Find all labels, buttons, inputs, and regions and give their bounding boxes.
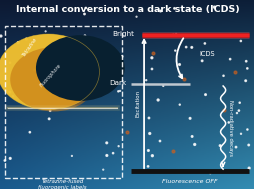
Point (199, 59, 203, 62)
Point (226, 121, 230, 124)
Text: Dark: Dark (108, 80, 126, 86)
Text: Excitation: Excitation (135, 89, 140, 117)
Point (82, 12, 86, 15)
Point (227, 58, 231, 61)
Point (49, 92, 53, 95)
Point (91, 86, 95, 89)
Point (48, 109, 52, 112)
Point (147, 132, 151, 135)
Point (146, 149, 150, 152)
Point (208, 172, 212, 175)
Text: Fluorophore: Fluorophore (39, 63, 63, 88)
Point (16, 41, 20, 44)
Text: Tetrazine-fused
fluorogenic labels: Tetrazine-fused fluorogenic labels (38, 179, 86, 189)
Point (116, 90, 120, 93)
Point (233, 146, 237, 149)
Point (243, 60, 247, 63)
Circle shape (36, 35, 124, 101)
Text: Tetrazine: Tetrazine (22, 37, 38, 58)
Point (146, 116, 150, 119)
Circle shape (10, 47, 97, 112)
Point (110, 82, 115, 85)
Point (91, 52, 95, 55)
Point (161, 84, 165, 88)
Point (101, 168, 105, 171)
Point (244, 67, 248, 70)
Point (8, 91, 12, 94)
Point (150, 154, 154, 157)
Point (50, 89, 54, 92)
Text: Non-radiative decays: Non-radiative decays (227, 100, 232, 156)
Point (24, 38, 28, 41)
Point (238, 132, 242, 135)
Point (177, 103, 181, 106)
Point (102, 50, 106, 53)
Point (244, 128, 248, 131)
Point (172, 49, 177, 52)
Point (118, 89, 122, 92)
Point (237, 101, 241, 104)
Bar (5, 26, 122, 178)
Point (192, 143, 196, 146)
Point (47, 117, 51, 120)
Point (238, 40, 242, 43)
Point (104, 154, 108, 157)
Point (203, 93, 207, 96)
Text: Fluorescence OFF: Fluorescence OFF (162, 179, 217, 184)
Point (146, 165, 150, 168)
Point (246, 143, 250, 146)
Point (155, 98, 160, 101)
Point (83, 34, 87, 37)
Point (8, 61, 12, 64)
Point (177, 63, 181, 66)
Point (134, 15, 138, 18)
Point (243, 79, 247, 82)
Point (211, 6, 215, 9)
Point (189, 135, 193, 138)
Point (202, 42, 206, 45)
Point (234, 112, 238, 115)
Point (183, 46, 187, 49)
Text: ICDS: ICDS (198, 51, 214, 57)
Point (32, 68, 36, 71)
Point (0, 35, 3, 38)
Point (119, 65, 123, 68)
Point (116, 145, 120, 148)
Point (104, 141, 108, 144)
Point (83, 88, 87, 91)
Point (70, 154, 74, 157)
Point (8, 157, 12, 160)
Point (11, 95, 15, 98)
Point (173, 33, 178, 36)
Point (189, 46, 193, 49)
Point (246, 167, 250, 170)
Point (119, 55, 123, 58)
Point (28, 131, 32, 134)
Point (149, 56, 153, 59)
Point (236, 109, 240, 112)
Point (116, 55, 120, 58)
Point (3, 159, 7, 162)
Point (144, 79, 148, 82)
Point (217, 144, 221, 147)
Point (227, 34, 231, 37)
Point (221, 74, 225, 77)
Point (110, 152, 115, 155)
Point (84, 6, 88, 9)
Point (149, 67, 153, 70)
Point (43, 30, 47, 33)
Text: Internal conversion to a dark state (ICDS): Internal conversion to a dark state (ICD… (15, 5, 239, 14)
Point (172, 7, 176, 10)
Point (158, 9, 162, 12)
Point (157, 139, 161, 143)
Point (171, 33, 175, 36)
Point (187, 117, 191, 120)
Text: Bright: Bright (112, 31, 133, 37)
Circle shape (0, 34, 99, 110)
